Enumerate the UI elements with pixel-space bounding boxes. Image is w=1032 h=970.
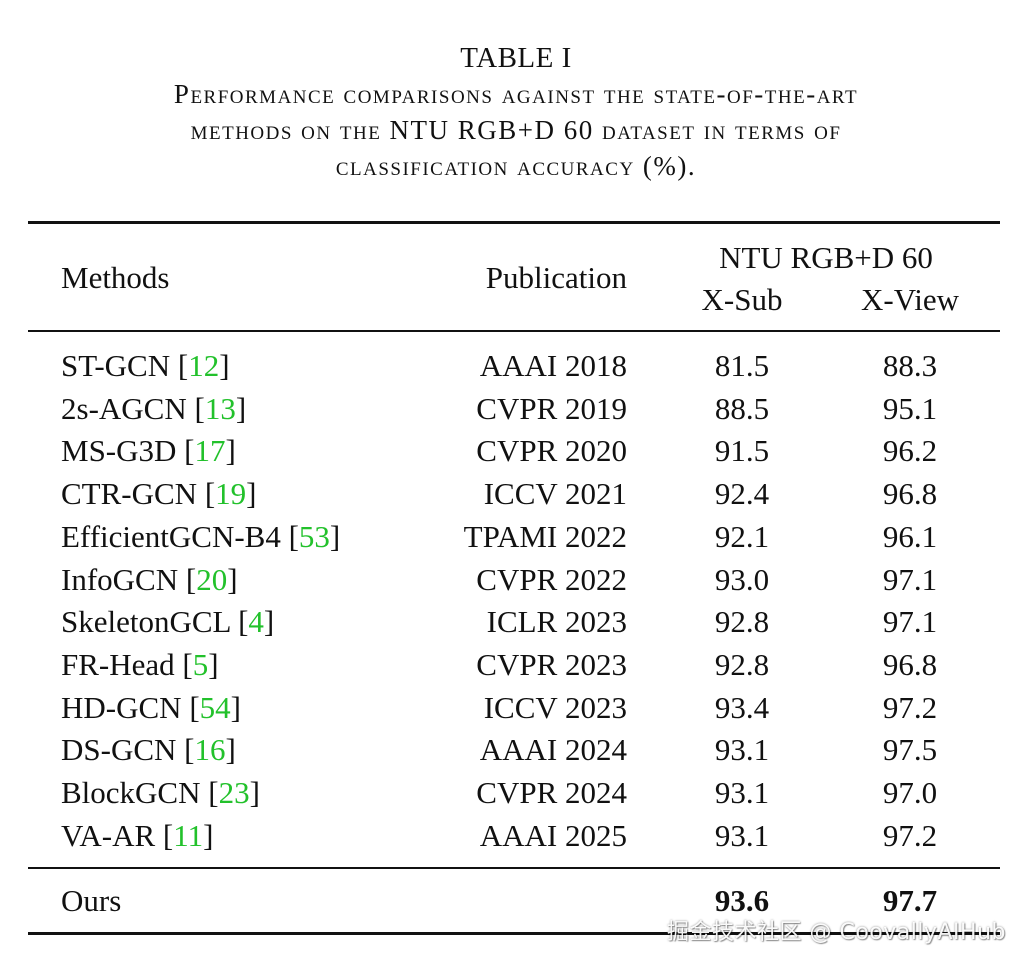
- xsub-cell: 93.1: [714, 775, 770, 810]
- xsub-cell: 92.1: [714, 519, 770, 554]
- method-cell: ST-GCN [12]: [61, 348, 230, 383]
- citation-link[interactable]: 13: [204, 391, 236, 426]
- citation-link[interactable]: 4: [248, 604, 264, 639]
- ours-xsub: 93.6: [714, 883, 770, 918]
- table-title: Performance comparisons against the stat…: [0, 76, 1032, 184]
- publication-cell: AAAI 2024: [479, 732, 627, 767]
- citation-link[interactable]: 53: [298, 519, 330, 554]
- header-rule: [28, 330, 1000, 332]
- citation-link[interactable]: 12: [188, 348, 220, 383]
- xsub-cell: 91.5: [714, 433, 770, 468]
- ours-method: Ours: [61, 883, 122, 918]
- publication-cell: ICCV 2021: [483, 476, 627, 511]
- citation-link[interactable]: 54: [199, 690, 231, 725]
- ours-xview: 97.7: [882, 883, 938, 918]
- publication-cell: CVPR 2024: [476, 775, 627, 810]
- xview-cell: 96.1: [882, 519, 938, 554]
- ours-separator-rule: [28, 867, 1000, 869]
- method-cell: DS-GCN [16]: [61, 732, 236, 767]
- publication-cell: CVPR 2023: [476, 647, 627, 682]
- table-title-line: Performance comparisons against the stat…: [173, 79, 859, 109]
- xview-cell: 96.2: [882, 433, 938, 468]
- citation-link[interactable]: 20: [196, 562, 228, 597]
- method-cell: FR-Head [5]: [61, 647, 219, 682]
- xview-cell: 88.3: [882, 348, 938, 383]
- bottom-rule: [28, 932, 1000, 935]
- xview-cell: 97.5: [882, 732, 938, 767]
- publication-cell: CVPR 2020: [476, 433, 627, 468]
- method-name: BlockGCN: [61, 775, 201, 810]
- method-name: DS-GCN: [61, 732, 177, 767]
- publication-cell: ICCV 2023: [483, 690, 627, 725]
- method-name: EfficientGCN-B4: [61, 519, 281, 554]
- method-cell: EfficientGCN-B4 [53]: [61, 519, 341, 554]
- xsub-cell: 93.0: [714, 562, 770, 597]
- method-cell: SkeletonGCL [4]: [61, 604, 275, 639]
- method-name: 2s-AGCN: [61, 391, 187, 426]
- method-cell: 2s-AGCN [13]: [61, 391, 247, 426]
- xsub-cell: 92.8: [714, 604, 770, 639]
- method-cell: MS-G3D [17]: [61, 433, 236, 468]
- xsub-cell: 88.5: [714, 391, 770, 426]
- xsub-cell: 93.4: [714, 690, 770, 725]
- publication-cell: CVPR 2022: [476, 562, 627, 597]
- method-cell: InfoGCN [20]: [61, 562, 238, 597]
- table-caption: TABLE I Performance comparisons against …: [0, 40, 1032, 184]
- table-title-line: classification accuracy (%).: [335, 151, 697, 181]
- citation-link[interactable]: 5: [192, 647, 209, 682]
- method-cell: VA-AR [11]: [61, 818, 214, 853]
- method-name: MS-G3D: [61, 433, 177, 468]
- header-dataset: NTU RGB+D 60: [719, 240, 933, 275]
- citation-link[interactable]: 19: [215, 476, 247, 511]
- method-name: FR-Head: [61, 647, 175, 682]
- citation-link[interactable]: 16: [194, 732, 226, 767]
- header-xsub: X-Sub: [701, 282, 783, 317]
- xview-cell: 95.1: [882, 391, 938, 426]
- xsub-cell: 93.1: [714, 732, 770, 767]
- xsub-cell: 92.4: [714, 476, 770, 511]
- xview-cell: 97.0: [882, 775, 938, 810]
- method-name: ST-GCN: [61, 348, 171, 383]
- method-cell: HD-GCN [54]: [61, 690, 241, 725]
- xsub-cell: 92.8: [714, 647, 770, 682]
- citation-link[interactable]: 11: [173, 818, 204, 853]
- method-name: CTR-GCN: [61, 476, 198, 511]
- method-cell: CTR-GCN [19]: [61, 476, 257, 511]
- xview-cell: 96.8: [882, 647, 938, 682]
- method-cell: BlockGCN [23]: [61, 775, 260, 810]
- header-xview: X-View: [861, 282, 959, 317]
- publication-cell: TPAMI 2022: [463, 519, 627, 554]
- xview-cell: 96.8: [882, 476, 938, 511]
- publication-cell: ICLR 2023: [486, 604, 627, 639]
- xsub-cell: 81.5: [714, 348, 770, 383]
- method-name: SkeletonGCL: [61, 604, 231, 639]
- watermark: 掘金技术社区 @ CoovallyAIHub: [666, 920, 1006, 945]
- header-publication: Publication: [485, 260, 627, 295]
- method-name: HD-GCN: [61, 690, 182, 725]
- table-label: TABLE I: [460, 42, 572, 74]
- xview-cell: 97.2: [882, 690, 938, 725]
- citation-link[interactable]: 17: [194, 433, 226, 468]
- publication-cell: CVPR 2019: [476, 391, 627, 426]
- xview-cell: 97.1: [882, 604, 938, 639]
- header-methods: Methods: [61, 260, 170, 295]
- table-title-line: methods on the NTU RGB+D 60 dataset in t…: [190, 115, 842, 145]
- method-name: InfoGCN: [61, 562, 179, 597]
- xview-cell: 97.1: [882, 562, 938, 597]
- xsub-cell: 93.1: [714, 818, 770, 853]
- top-rule: [28, 221, 1000, 224]
- xview-cell: 97.2: [882, 818, 938, 853]
- publication-cell: AAAI 2018: [479, 348, 627, 383]
- publication-cell: AAAI 2025: [479, 818, 627, 853]
- citation-link[interactable]: 23: [218, 775, 250, 810]
- method-name: VA-AR: [61, 818, 156, 853]
